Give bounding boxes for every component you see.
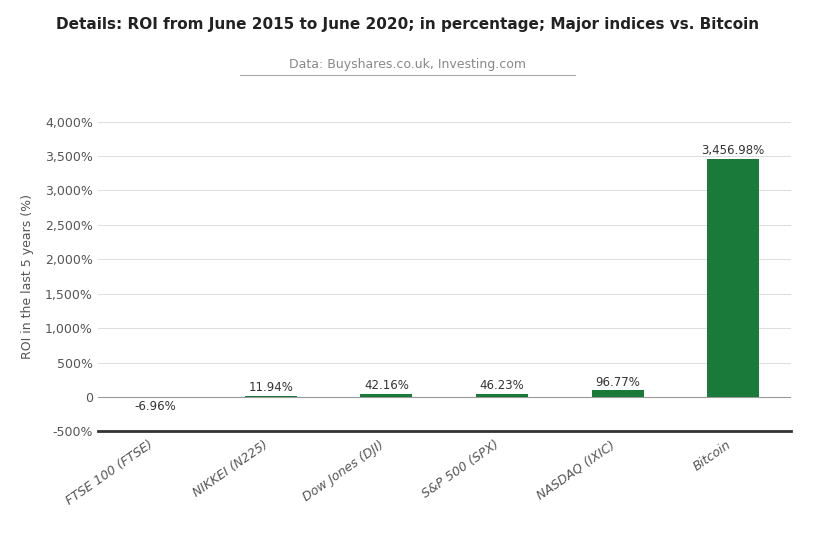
Text: 46.23%: 46.23% — [479, 379, 524, 392]
Text: 42.16%: 42.16% — [364, 379, 409, 392]
Text: 96.77%: 96.77% — [595, 375, 640, 389]
Text: Data: Buyshares.co.uk, Investing.com: Data: Buyshares.co.uk, Investing.com — [289, 58, 526, 71]
Y-axis label: ROI in the last 5 years (%): ROI in the last 5 years (%) — [21, 194, 34, 359]
Text: -6.96%: -6.96% — [134, 400, 176, 413]
Bar — [707, 159, 759, 397]
Bar — [244, 396, 297, 397]
Text: 3,456.98%: 3,456.98% — [702, 144, 764, 157]
Bar — [592, 390, 644, 397]
Bar — [476, 394, 528, 397]
Text: Details: ROI from June 2015 to June 2020; in percentage; Major indices vs. Bitco: Details: ROI from June 2015 to June 2020… — [56, 17, 759, 32]
Bar — [360, 394, 412, 397]
Text: 11.94%: 11.94% — [249, 382, 293, 394]
